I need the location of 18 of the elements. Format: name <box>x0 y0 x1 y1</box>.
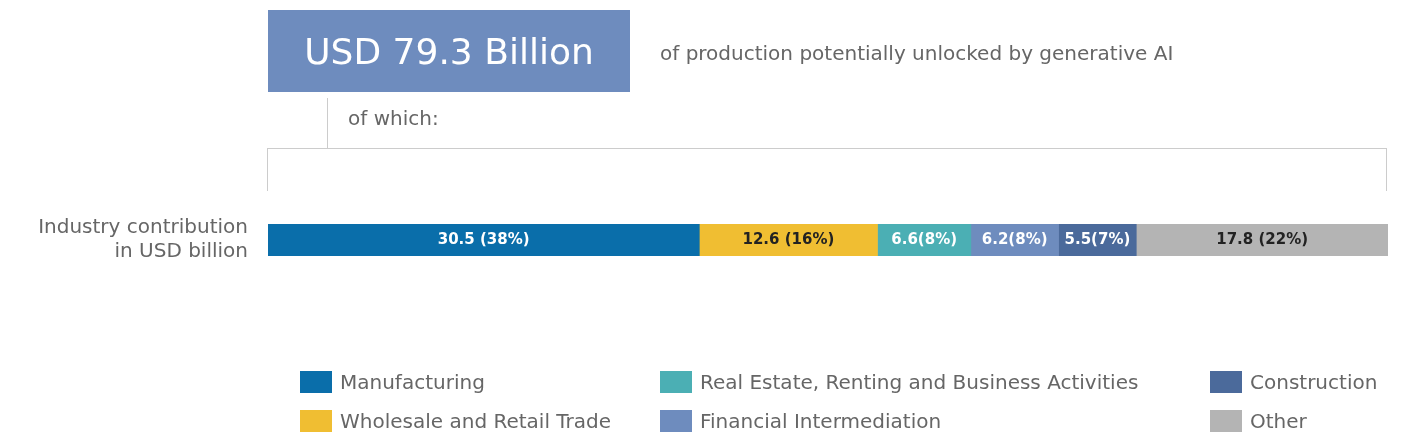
chart-subtitle: of production potentially unlocked by generative AI <box>660 41 1174 65</box>
legend-label: Wholesale and Retail Trade <box>340 409 612 433</box>
legend-label: Construction <box>1250 370 1378 394</box>
data-label: 6.2(8%) <box>981 229 1048 248</box>
data-label: 17.8 (22%) <box>1216 229 1309 248</box>
data-label: 30.5 (38%) <box>437 229 530 248</box>
legend-label: Financial Intermediation <box>700 409 942 433</box>
legend-label: Real Estate, Renting and Business Activities <box>700 370 1139 394</box>
text: of which: <box>348 106 439 130</box>
chart-title: USD 79.3 Billion <box>268 10 630 92</box>
data-label: 12.6 (16%) <box>742 229 835 248</box>
bar <box>1135 224 1388 256</box>
legend-label: Other <box>1250 409 1307 433</box>
data-label: 5.5(7%) <box>1064 229 1131 248</box>
data-label: 6.6(8%) <box>891 229 958 248</box>
legend-label: Manufacturing <box>340 370 485 394</box>
bar <box>268 224 700 256</box>
y-tick-label: Industry contribution in USD billion <box>38 214 248 263</box>
